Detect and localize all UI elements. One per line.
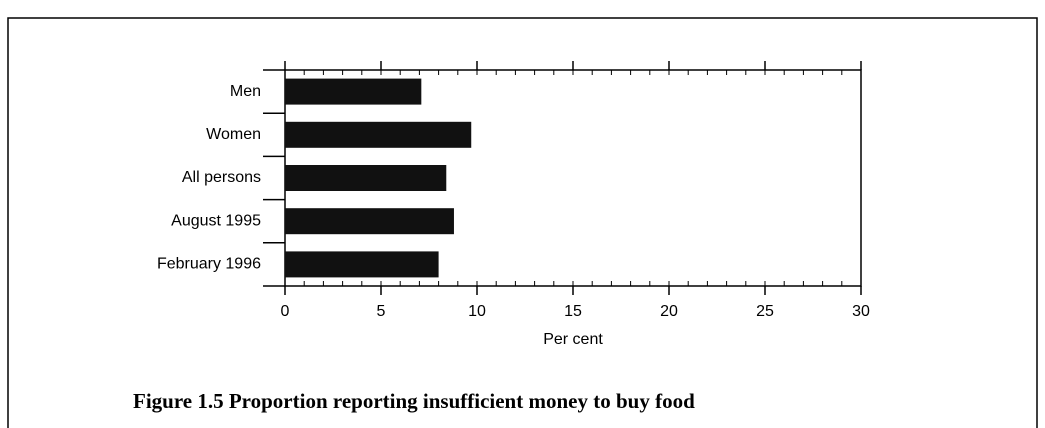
bar <box>285 78 422 105</box>
frame <box>7 17 1038 428</box>
x-tick-label: 25 <box>756 303 774 320</box>
x-tick-label: 5 <box>377 303 386 320</box>
x-tick-label: 0 <box>281 303 290 320</box>
bar <box>285 165 447 191</box>
chart-title: Figure 1.5 Proportion reporting insuffic… <box>133 389 695 413</box>
y-tick-label: Women <box>206 126 261 143</box>
bar <box>285 121 472 148</box>
y-tick-label: August 1995 <box>171 212 261 229</box>
x-tick-label: 10 <box>468 303 486 320</box>
y-tick-label: Men <box>230 83 261 100</box>
x-tick-label: 20 <box>660 303 678 320</box>
bar <box>285 251 439 278</box>
x-axis-label: Per cent <box>543 331 603 348</box>
x-tick-label: 15 <box>564 303 582 320</box>
y-tick-label: February 1996 <box>157 256 261 273</box>
x-tick-label: 30 <box>852 303 870 320</box>
bar <box>285 208 454 235</box>
y-tick-label: All persons <box>182 169 261 186</box>
